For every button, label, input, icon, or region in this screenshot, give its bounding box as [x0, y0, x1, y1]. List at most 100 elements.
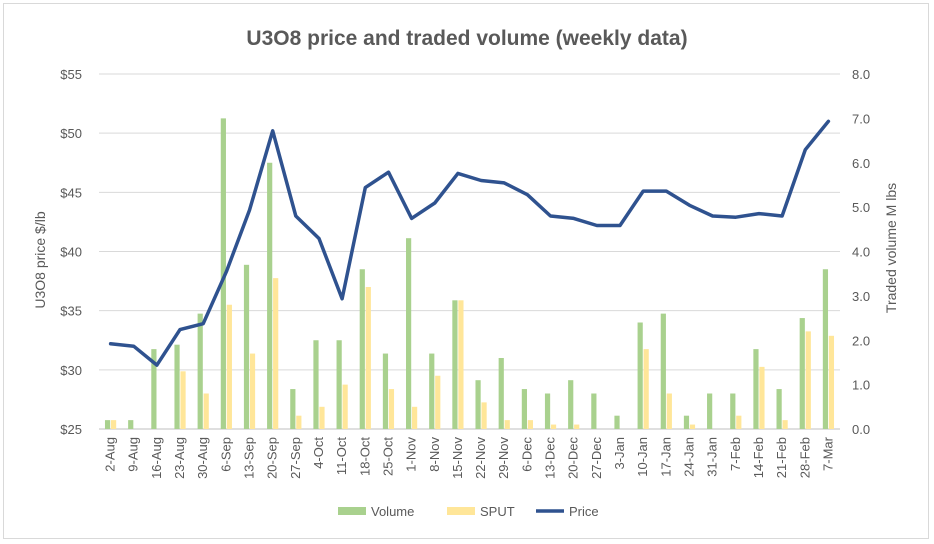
- x-tick-label: 18-Oct: [357, 437, 372, 476]
- price-line: [108, 119, 831, 367]
- x-tick-label: 8-Nov: [427, 437, 442, 472]
- sput-bar: [249, 353, 256, 429]
- y2-tick-label: 8.0: [852, 67, 870, 82]
- sput-bar: [481, 402, 487, 429]
- x-tick-label: 7-Mar: [820, 436, 835, 471]
- uranium-chart: U3O8 price and traded volume (weekly dat…: [32, 27, 899, 519]
- x-axis-ticks: 2-Aug 9-Aug 16-Aug 23-Aug 30-Aug 6-Sep 13-Sep 2…: [103, 436, 836, 479]
- y2-tick-label: 7.0: [852, 111, 870, 126]
- x-tick-label: 6-Dec: [519, 437, 534, 472]
- sput-bar: [342, 384, 348, 429]
- x-tick-label: 13-Sep: [242, 437, 257, 479]
- volume-bar: [151, 349, 157, 429]
- volume-bar: [336, 340, 342, 429]
- x-tick-label: 23-Aug: [172, 437, 187, 479]
- x-tick-label: 30-Aug: [195, 437, 210, 479]
- y2-tick-label: 3.0: [852, 289, 870, 304]
- volume-bar: [475, 380, 481, 429]
- volume-bar: [382, 353, 389, 429]
- y-tick-label: $25: [60, 422, 82, 437]
- sput-bar: [643, 349, 649, 429]
- volume-bar: [799, 318, 805, 429]
- volume-bar: [730, 393, 736, 429]
- volume-bar: [290, 389, 296, 429]
- x-tick-label: 15-Nov: [450, 437, 465, 479]
- x-tick-label: 3-Jan: [612, 437, 627, 470]
- x-tick-label: 27-Dec: [589, 437, 604, 479]
- y2-tick-label: 4.0: [852, 245, 870, 260]
- x-tick-label: 13-Dec: [543, 437, 558, 479]
- y2-axis-title: Traded volume M lbs: [883, 183, 899, 313]
- y-tick-label: $55: [60, 67, 82, 82]
- volume-bar: [660, 313, 666, 429]
- sput-bar: [736, 415, 742, 429]
- volume-bar: [776, 389, 782, 429]
- sput-bar: [574, 424, 580, 429]
- volume-bar: [683, 415, 690, 429]
- chart-frame: U3O8 price and traded volume (weekly dat…: [3, 3, 929, 539]
- volume-bar: [452, 300, 458, 429]
- legend-label: Price: [569, 504, 599, 519]
- volume-bar: [591, 393, 597, 429]
- sput-bar: [365, 287, 371, 429]
- volume-bar: [174, 344, 180, 429]
- sput-bar: [203, 393, 209, 429]
- volume-bar: [104, 420, 111, 429]
- x-tick-label: 17-Jan: [658, 437, 673, 477]
- sput-bar: [527, 420, 533, 429]
- x-tick-label: 20-Sep: [265, 437, 280, 479]
- x-tick-label: 27-Sep: [288, 437, 303, 479]
- x-tick-label: 9-Aug: [126, 437, 141, 472]
- x-tick-label: 22-Nov: [473, 437, 488, 479]
- y-tick-label: $40: [60, 245, 82, 260]
- y-tick-label: $45: [60, 185, 82, 200]
- volume-bar: [359, 269, 365, 429]
- x-tick-label: 25-Oct: [380, 437, 395, 476]
- x-tick-label: 11-Oct: [334, 437, 349, 475]
- sput-bar: [435, 375, 441, 429]
- x-tick-label: 28-Feb: [797, 437, 812, 478]
- volume-bar: [429, 353, 435, 429]
- volume-bar: [267, 162, 273, 429]
- x-tick-label: 16-Aug: [149, 437, 164, 479]
- volume-bar: [544, 393, 551, 429]
- volume-bar: [406, 238, 412, 429]
- left-axis-ticks: $25 $30 $35 $40 $45 $50 $55: [60, 67, 82, 437]
- volume-bar: [220, 118, 226, 429]
- x-tick-label: 6-Sep: [218, 437, 233, 472]
- sput-bar: [550, 424, 557, 429]
- line-series: [108, 119, 831, 367]
- y2-tick-label: 5.0: [852, 200, 870, 215]
- sput-bar: [458, 300, 464, 429]
- volume-bar: [614, 415, 620, 429]
- legend-label: Volume: [371, 504, 414, 519]
- y-tick-label: $35: [60, 304, 82, 319]
- sput-bar: [666, 393, 672, 429]
- volume-bar: [521, 389, 527, 429]
- sput-bar: [296, 415, 302, 429]
- x-tick-label: 2-Aug: [103, 437, 118, 472]
- sput-bar: [805, 331, 811, 429]
- volume-bar: [637, 322, 643, 429]
- x-tick-label: 29-Nov: [496, 437, 511, 479]
- volume-bar: [753, 349, 759, 429]
- volume-bar: [822, 269, 829, 429]
- legend-swatch-volume: [338, 507, 366, 515]
- x-tick-label: 24-Jan: [681, 437, 696, 477]
- gridlines: [99, 73, 840, 430]
- sput-bar: [759, 366, 765, 429]
- x-tick-label: 4-Oct: [311, 437, 326, 469]
- x-tick-label: 20-Dec: [566, 437, 581, 479]
- y2-tick-label: 6.0: [852, 156, 870, 171]
- chart-title: U3O8 price and traded volume (weekly dat…: [246, 27, 687, 50]
- sput-bar: [504, 420, 510, 429]
- x-tick-label: 7-Feb: [728, 437, 743, 471]
- x-tick-label: 21-Feb: [774, 437, 789, 478]
- sput-bar: [388, 389, 395, 429]
- y2-tick-label: 2.0: [852, 333, 870, 348]
- right-axis-ticks: 0.0 1.0 2.0 3.0 4.0 5.0 6.0 7.0 8.0: [852, 67, 870, 437]
- legend-label: SPUT: [480, 504, 515, 519]
- legend-swatch-sput: [447, 507, 475, 515]
- sput-bar: [180, 371, 186, 429]
- sput-bar: [828, 335, 835, 429]
